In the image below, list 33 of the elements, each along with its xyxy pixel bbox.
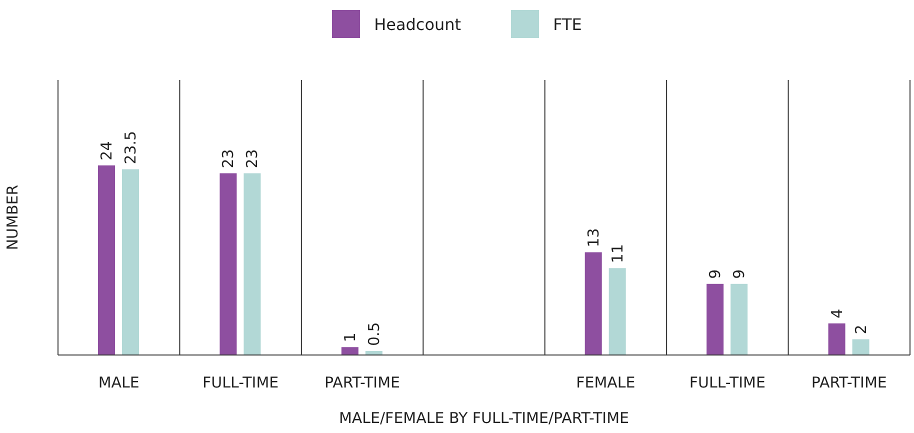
legend-label: FTE bbox=[553, 14, 582, 34]
bar bbox=[220, 173, 237, 355]
bar bbox=[341, 347, 358, 355]
data-label: 1 bbox=[340, 332, 359, 342]
data-label: 0.5 bbox=[364, 322, 383, 346]
bar bbox=[730, 284, 748, 355]
x-tick-label: MALE bbox=[98, 374, 140, 392]
bar bbox=[828, 323, 846, 355]
x-tick-label: PART-TIME bbox=[811, 374, 887, 392]
x-tick-label: PART-TIME bbox=[324, 374, 400, 392]
x-tick-label: FULL-TIME bbox=[689, 374, 766, 392]
y-axis-title: NUMBER bbox=[3, 184, 22, 250]
bar bbox=[584, 252, 602, 355]
data-label: 23 bbox=[243, 149, 262, 168]
data-label: 9 bbox=[706, 269, 724, 279]
data-label: 4 bbox=[828, 308, 846, 318]
x-axis-title: MALE/FEMALE BY FULL-TIME/PART-TIME bbox=[338, 409, 630, 427]
x-tick-label: FULL-TIME bbox=[202, 374, 279, 392]
bar bbox=[122, 169, 139, 355]
bar bbox=[706, 284, 724, 355]
bar bbox=[852, 339, 870, 355]
data-label: 24 bbox=[98, 141, 116, 160]
data-label: 2 bbox=[852, 324, 870, 334]
data-label: 9 bbox=[730, 269, 748, 279]
bar bbox=[98, 165, 115, 355]
data-label: 23 bbox=[219, 149, 238, 168]
legend-label: Headcount bbox=[374, 14, 462, 34]
bar bbox=[244, 173, 261, 355]
bar bbox=[608, 268, 626, 355]
data-label: 11 bbox=[608, 244, 626, 264]
data-label: 23.5 bbox=[122, 130, 140, 164]
data-label: 13 bbox=[584, 228, 602, 248]
x-tick-label: FEMALE bbox=[576, 374, 636, 392]
